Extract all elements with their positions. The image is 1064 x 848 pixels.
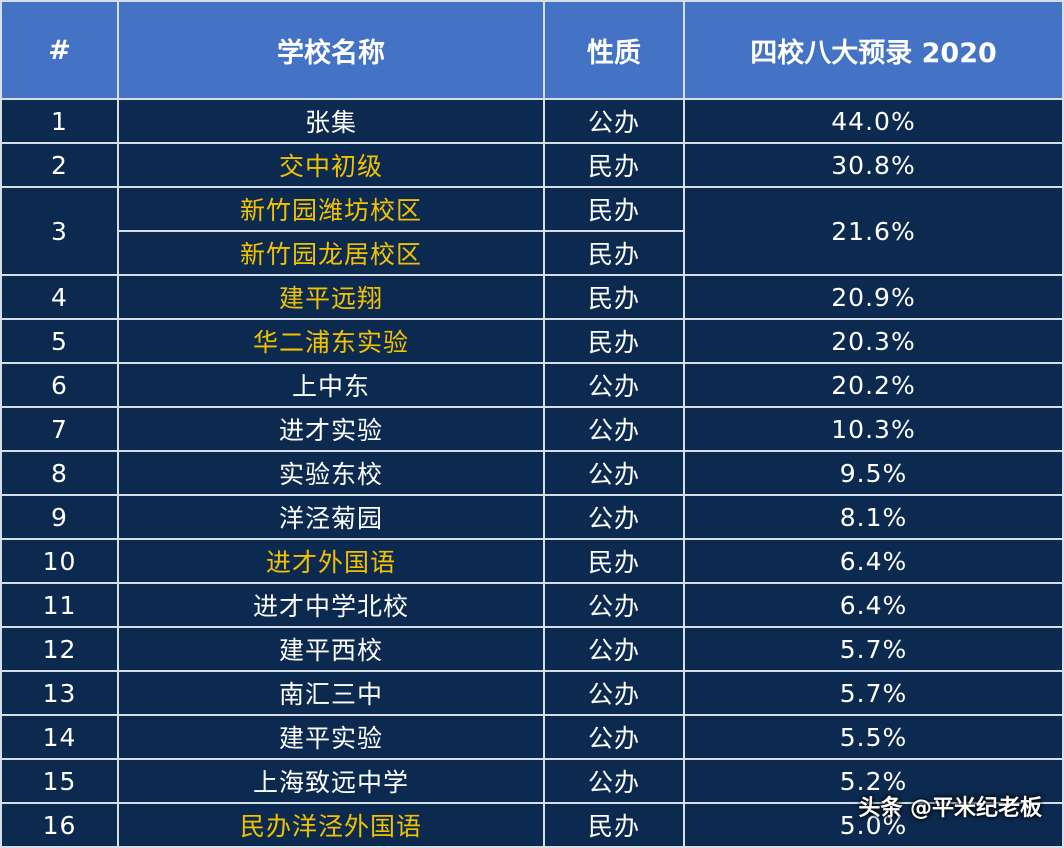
rank-cell: 4 [0, 274, 119, 320]
table-row: 8 实验东校 公办 9.5% [0, 450, 1064, 496]
rank-cell: 13 [0, 670, 119, 716]
table-row: 15 上海致远中学 公办 5.2% [0, 758, 1064, 804]
school-type-cell: 公办 [543, 406, 685, 452]
table-row: 3 新竹园潍坊校区 民办 21.6% [0, 186, 1064, 276]
rank-cell: 10 [0, 538, 119, 584]
rank-cell: 9 [0, 494, 119, 540]
rate-cell: 5.5% [683, 714, 1064, 760]
school-type-cell: 民办 [543, 274, 685, 320]
school-type-cell: 民办 [543, 802, 685, 848]
school-type-cell: 民办 [543, 186, 685, 232]
rank-cell: 8 [0, 450, 119, 496]
school-name-cell: 新竹园龙居校区 [117, 230, 545, 276]
school-name-cell: 建平西校 [117, 626, 545, 672]
rank-cell: 6 [0, 362, 119, 408]
school-type-cell: 公办 [543, 626, 685, 672]
table-row: 6 上中东 公办 20.2% [0, 362, 1064, 408]
school-name-cell: 交中初级 [117, 142, 545, 188]
header-school-type: 性质 [543, 0, 685, 100]
rate-cell: 5.2% [683, 758, 1064, 804]
school-type-cell: 公办 [543, 758, 685, 804]
school-name-cell: 进才外国语 [117, 538, 545, 584]
header-rate: 四校八大预录 2020 [683, 0, 1064, 100]
school-name-cell: 实验东校 [117, 450, 545, 496]
rate-cell: 5.0% [683, 802, 1064, 848]
table-row: 14 建平实验 公办 5.5% [0, 714, 1064, 760]
table-row: 10 进才外国语 民办 6.4% [0, 538, 1064, 584]
table-row: 11 进才中学北校 公办 6.4% [0, 582, 1064, 628]
school-name-cell: 南汇三中 [117, 670, 545, 716]
table-row: 2 交中初级 民办 30.8% [0, 142, 1064, 188]
rank-cell: 11 [0, 582, 119, 628]
rate-cell: 21.6% [683, 186, 1064, 276]
rank-cell: 5 [0, 318, 119, 364]
table-row: 5 华二浦东实验 民办 20.3% [0, 318, 1064, 364]
table-row: 9 洋泾菊园 公办 8.1% [0, 494, 1064, 540]
header-rank: # [0, 0, 119, 100]
rank-cell: 2 [0, 142, 119, 188]
school-name-cell: 建平远翔 [117, 274, 545, 320]
school-type-cell: 公办 [543, 98, 685, 144]
school-type-cell: 民办 [543, 142, 685, 188]
table-row: 1 张集 公办 44.0% [0, 98, 1064, 144]
school-name-cell: 建平实验 [117, 714, 545, 760]
rank-cell: 1 [0, 98, 119, 144]
school-name-cell: 洋泾菊园 [117, 494, 545, 540]
rank-cell: 3 [0, 186, 119, 276]
rank-cell: 12 [0, 626, 119, 672]
rate-cell: 6.4% [683, 538, 1064, 584]
school-name-cell: 上海致远中学 [117, 758, 545, 804]
table-row: 7 进才实验 公办 10.3% [0, 406, 1064, 452]
school-type-cell: 民办 [543, 538, 685, 584]
rate-cell: 6.4% [683, 582, 1064, 628]
school-type-cell: 公办 [543, 714, 685, 760]
school-type-cell: 公办 [543, 494, 685, 540]
school-type-cell: 公办 [543, 670, 685, 716]
table-row: 4 建平远翔 民办 20.9% [0, 274, 1064, 320]
school-type-cell: 公办 [543, 582, 685, 628]
rate-cell: 5.7% [683, 670, 1064, 716]
rate-cell: 10.3% [683, 406, 1064, 452]
school-name-cell: 张集 [117, 98, 545, 144]
rate-cell: 30.8% [683, 142, 1064, 188]
watermark: 头条 @平米纪老板 [858, 796, 1042, 821]
table-row: 13 南汇三中 公办 5.7% [0, 670, 1064, 716]
rate-cell: 44.0% [683, 98, 1064, 144]
rank-cell: 7 [0, 406, 119, 452]
rate-cell: 20.3% [683, 318, 1064, 364]
rank-cell: 15 [0, 758, 119, 804]
rate-cell: 20.2% [683, 362, 1064, 408]
rate-cell: 8.1% [683, 494, 1064, 540]
school-name-cell: 进才实验 [117, 406, 545, 452]
school-name-cell: 华二浦东实验 [117, 318, 545, 364]
school-name-cell: 新竹园潍坊校区 [117, 186, 545, 232]
rate-cell: 20.9% [683, 274, 1064, 320]
table-row: 16 民办洋泾外国语 民办 5.0% [0, 802, 1064, 848]
school-type-cell: 民办 [543, 230, 685, 276]
rank-cell: 16 [0, 802, 119, 848]
header-row: # 学校名称 性质 四校八大预录 2020 [0, 0, 1064, 100]
header-school-name: 学校名称 [117, 0, 545, 100]
school-type-cell: 民办 [543, 318, 685, 364]
rate-cell: 9.5% [683, 450, 1064, 496]
school-name-cell: 民办洋泾外国语 [117, 802, 545, 848]
school-name-cell: 上中东 [117, 362, 545, 408]
table-row: 12 建平西校 公办 5.7% [0, 626, 1064, 672]
school-name-cell: 进才中学北校 [117, 582, 545, 628]
school-type-cell: 公办 [543, 362, 685, 408]
rank-cell: 14 [0, 714, 119, 760]
school-type-cell: 公办 [543, 450, 685, 496]
rate-cell: 5.7% [683, 626, 1064, 672]
table-body: 1 张集 公办 44.0% 2 交中初级 民办 30.8% 3 新竹园潍坊校区 民办 21.6% 新竹园… [0, 98, 1064, 848]
table-row: 新竹园龙居校区 民办 [1, 230, 1063, 276]
